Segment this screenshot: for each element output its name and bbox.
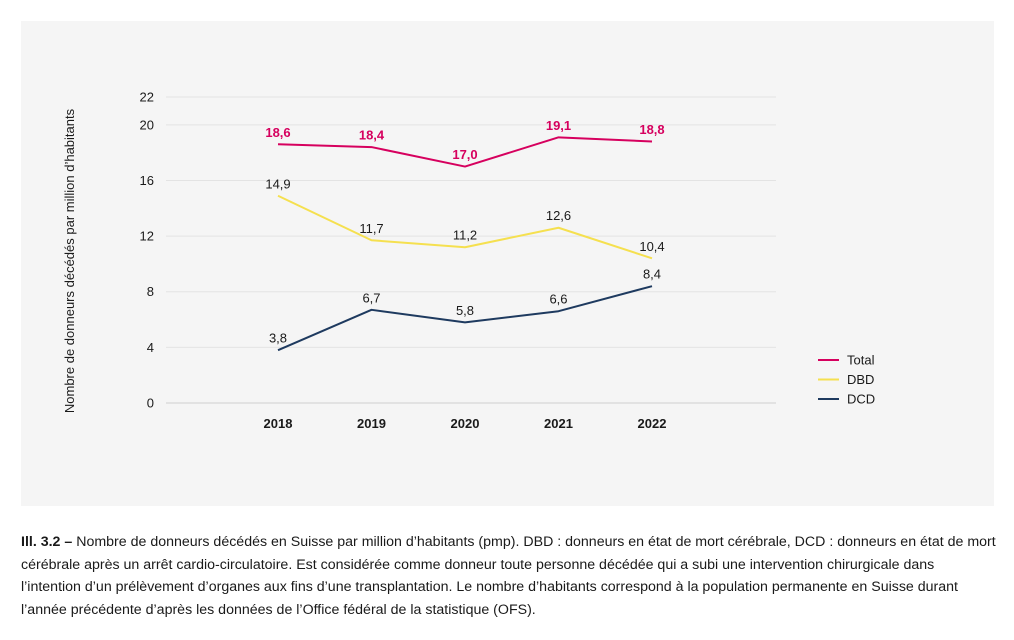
- data-labels: 18,6 18,4 17,0 19,1 18,8 14,9 11,7 11,2 12,6 10,4…: [265, 118, 664, 346]
- y-axis-label: Nombre de donneurs décédés par million d…: [62, 108, 77, 413]
- series-line-dbd: [277, 194, 653, 260]
- x-axis-ticks: 2018 2019 2020 2021 2022: [264, 416, 667, 431]
- chart-panel: 0 4 8 12 16 20 22 2018 2019 2020 2021 2022 Nombre …: [21, 21, 994, 506]
- x-tick-label: 2019: [357, 416, 386, 431]
- legend-label-dbd: DBD: [847, 372, 874, 387]
- y-tick-label: 0: [147, 396, 154, 411]
- data-label-total: 17,0: [452, 147, 477, 162]
- data-label-total: 19,1: [546, 118, 571, 133]
- y-tick-label: 8: [147, 284, 154, 299]
- x-tick-label: 2020: [451, 416, 480, 431]
- legend-label-total: Total: [847, 353, 875, 368]
- data-label-dcd: 5,8: [456, 303, 474, 318]
- data-label-total: 18,4: [359, 128, 385, 143]
- series-line-total: [277, 136, 653, 168]
- data-label-dbd: 11,7: [359, 221, 383, 236]
- y-tick-label: 16: [140, 173, 154, 188]
- x-tick-label: 2021: [544, 416, 573, 431]
- y-axis-ticks: 0 4 8 12 16 20 22: [140, 90, 154, 411]
- data-label-dcd: 3,8: [269, 331, 287, 346]
- data-label-dbd: 12,6: [546, 208, 571, 223]
- data-label-dbd: 14,9: [265, 176, 290, 191]
- y-tick-label: 22: [140, 90, 154, 105]
- grid-lines: [166, 96, 776, 404]
- data-label-dbd: 10,4: [639, 239, 664, 254]
- x-tick-label: 2022: [638, 416, 667, 431]
- legend: Total DBD DCD: [818, 353, 875, 407]
- legend-label-dcd: DCD: [847, 392, 875, 407]
- data-label-dbd: 11,2: [453, 228, 477, 243]
- y-tick-label: 4: [147, 340, 154, 355]
- data-label-dcd: 6,7: [362, 290, 380, 305]
- y-tick-label: 20: [140, 117, 154, 132]
- series-line-dcd: [277, 285, 653, 352]
- data-label-dcd: 8,4: [643, 267, 661, 282]
- data-label-total: 18,6: [265, 125, 290, 140]
- series: [277, 136, 653, 352]
- caption-text: Nombre de donneurs décédés en Suisse par…: [21, 534, 996, 618]
- y-tick-label: 12: [140, 229, 154, 244]
- data-label-dcd: 6,6: [549, 292, 567, 307]
- caption-prefix: Ill. 3.2 –: [21, 534, 73, 550]
- data-label-total: 18,8: [639, 122, 664, 137]
- figure-caption: Ill. 3.2 – Nombre de donneurs décédés en…: [21, 531, 996, 621]
- x-tick-label: 2018: [264, 416, 293, 431]
